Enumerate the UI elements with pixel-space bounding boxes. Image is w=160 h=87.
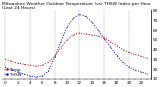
- Text: Milwaukee Weather Outdoor Temperature (vs) THSW Index per Hour (Last 24 Hours): Milwaukee Weather Outdoor Temperature (v…: [2, 2, 151, 10]
- Legend: Temp, THSW: Temp, THSW: [4, 67, 22, 77]
